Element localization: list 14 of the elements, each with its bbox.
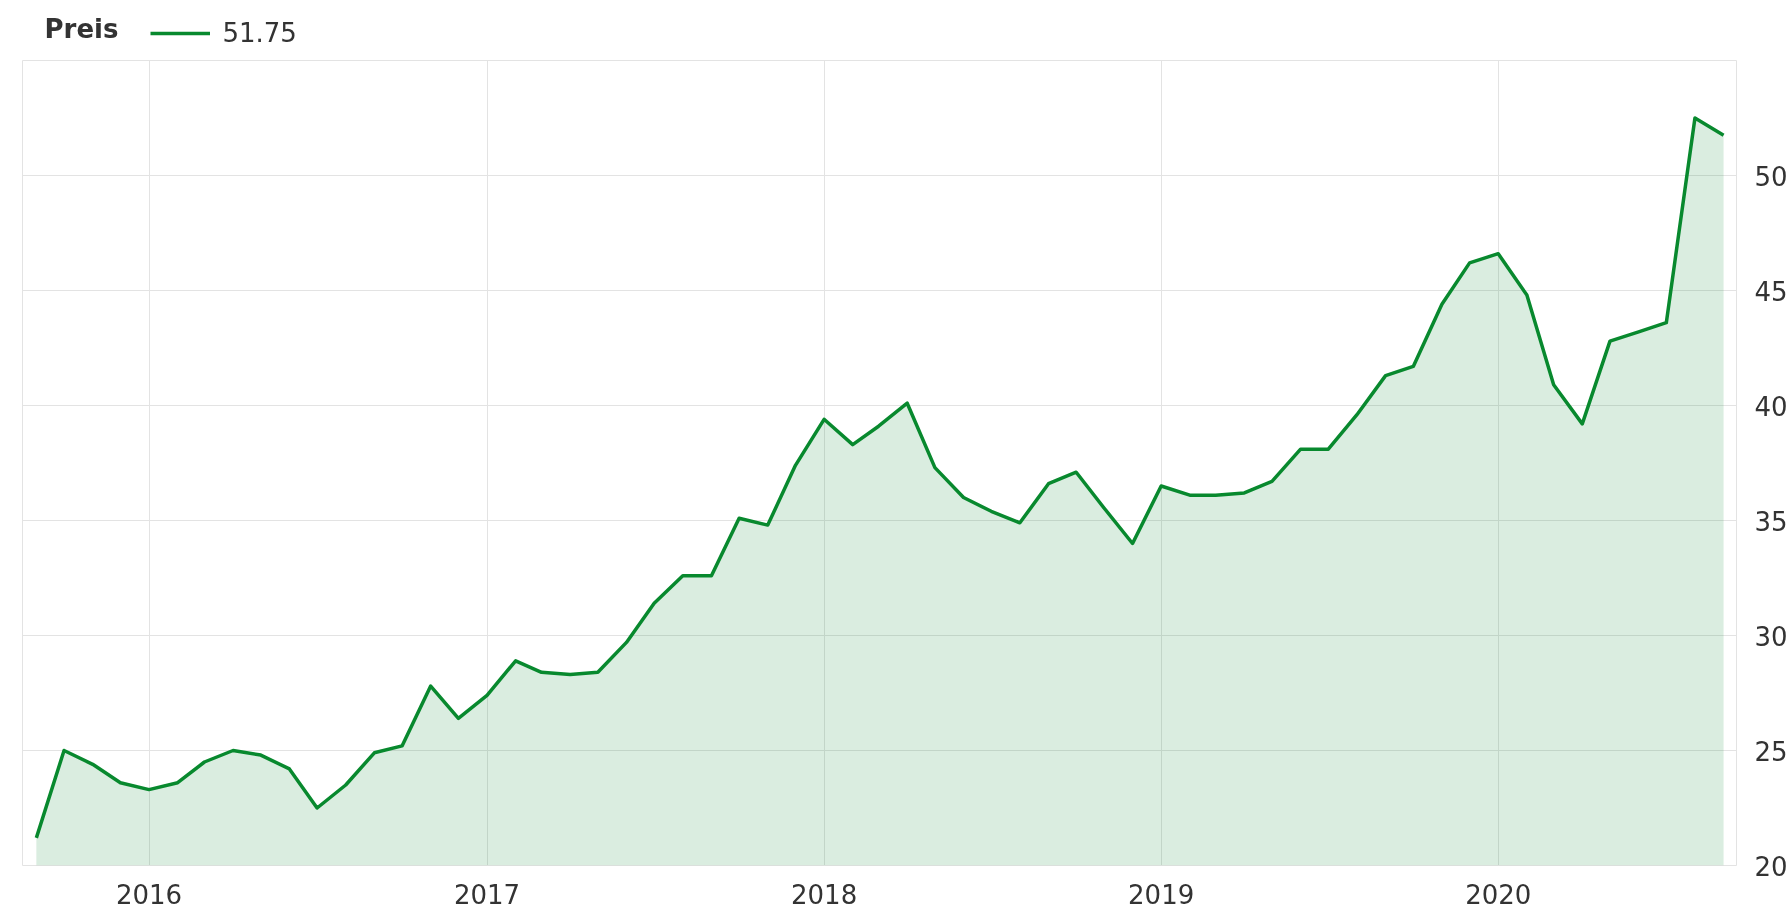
y-tick-label: 50 (1754, 161, 1788, 192)
x-tick-label: 2018 (791, 879, 858, 910)
legend-title: Preis (44, 13, 119, 44)
legend-label: 51.75 (222, 18, 297, 48)
x-tick-label: 2019 (1128, 879, 1195, 910)
y-tick-label: 20 (1754, 851, 1788, 882)
y-tick-label: 30 (1754, 621, 1788, 652)
x-tick-label: 2016 (115, 879, 183, 910)
x-tick-label: 2020 (1465, 879, 1532, 910)
y-tick-label: 45 (1754, 276, 1788, 307)
y-tick-label: 35 (1754, 506, 1788, 537)
y-tick-label: 25 (1754, 736, 1788, 767)
x-tick-label: 2017 (453, 879, 521, 910)
y-tick-label: 40 (1754, 391, 1788, 422)
